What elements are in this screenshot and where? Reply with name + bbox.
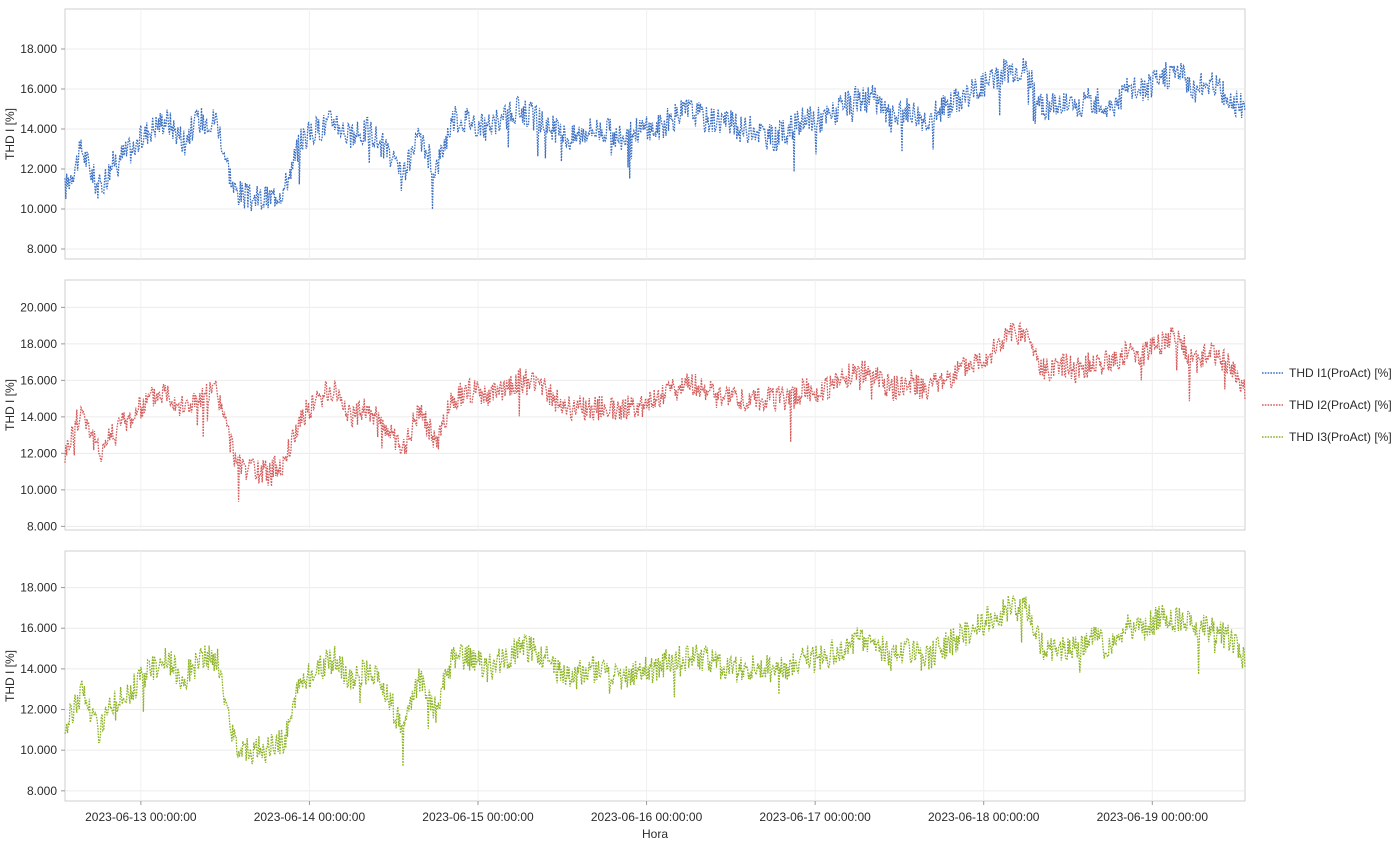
- y-tick-label: 16.000: [20, 621, 57, 635]
- plot-frame: [64, 550, 1246, 802]
- y-axis-title: THD I [%]: [3, 108, 17, 160]
- legend-item-1: THD I1(ProAct) [%]: [1262, 366, 1392, 380]
- x-tick-label: 2023-06-16 00:00:00: [591, 810, 703, 824]
- x-tick-label: 2023-06-18 00:00:00: [928, 810, 1040, 824]
- x-tick-label: 2023-06-15 00:00:00: [422, 810, 534, 824]
- legend-label: THD I1(ProAct) [%]: [1289, 366, 1392, 380]
- x-axis-title: Hora: [642, 827, 668, 841]
- y-tick-label: 8.000: [27, 784, 57, 798]
- y-tick-label: 8.000: [27, 242, 57, 256]
- y-tick-label: 10.000: [20, 202, 57, 216]
- y-tick-label: 12.000: [20, 703, 57, 717]
- legend-label: THD I3(ProAct) [%]: [1289, 430, 1392, 444]
- y-tick-label: 16.000: [20, 373, 57, 387]
- y-tick-label: 8.000: [27, 519, 57, 533]
- panel-3: 8.000 10.000 12.000 14.000 16.000 18.000 THD I…: [3, 550, 1246, 802]
- y-tick-label: 18.000: [20, 581, 57, 595]
- y-axis-title: THD I [%]: [3, 650, 17, 702]
- panel-1: 8.000 10.000 12.000 14.000 16.000 18.000 THD I…: [3, 8, 1246, 260]
- series-line-3: [64, 595, 1246, 767]
- panel-2: 8.000 10.000 12.000 14.000 16.000 18.000 20.00…: [3, 279, 1246, 533]
- y-tick-label: 10.000: [20, 743, 57, 757]
- y-tick-label: 14.000: [20, 410, 57, 424]
- legend: THD I1(ProAct) [%] THD I2(ProAct) [%] THD …: [1262, 366, 1392, 444]
- x-tick-label: 2023-06-14 00:00:00: [254, 810, 366, 824]
- y-tick-label: 18.000: [20, 337, 57, 351]
- y-tick-label: 12.000: [20, 162, 57, 176]
- series-line-2: [64, 321, 1246, 502]
- y-tick-label: 14.000: [20, 662, 57, 676]
- y-tick-label: 20.000: [20, 300, 57, 314]
- y-tick-label: 18.000: [20, 42, 57, 56]
- x-tick-label: 2023-06-19 00:00:00: [1097, 810, 1209, 824]
- y-axis-title: THD I [%]: [3, 379, 17, 431]
- y-tick-label: 16.000: [20, 82, 57, 96]
- legend-label: THD I2(ProAct) [%]: [1289, 398, 1392, 412]
- legend-item-3: THD I3(ProAct) [%]: [1262, 430, 1392, 444]
- y-tick-label: 12.000: [20, 446, 57, 460]
- series-line-1: [64, 57, 1246, 212]
- x-axis: 2023-06-13 00:00:00 2023-06-14 00:00:00 20…: [85, 801, 1208, 824]
- y-tick-label: 10.000: [20, 483, 57, 497]
- x-tick-label: 2023-06-13 00:00:00: [85, 810, 197, 824]
- y-tick-label: 14.000: [20, 122, 57, 136]
- x-tick-label: 2023-06-17 00:00:00: [759, 810, 871, 824]
- legend-item-2: THD I2(ProAct) [%]: [1262, 398, 1392, 412]
